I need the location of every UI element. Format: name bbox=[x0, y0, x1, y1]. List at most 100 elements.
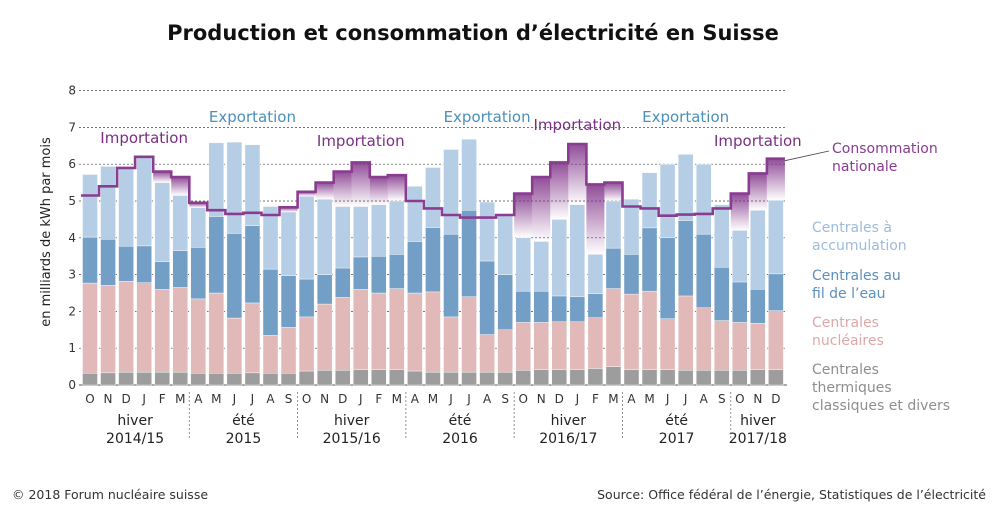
bar-segment-nuclear bbox=[425, 291, 441, 373]
bar-segment-nuclear bbox=[641, 290, 658, 370]
bar-segment-thermal bbox=[208, 373, 225, 386]
bar-segment-nuclear bbox=[677, 295, 694, 371]
bar-segment-storage bbox=[623, 198, 640, 255]
legend-label-storage: Centrales à bbox=[812, 220, 892, 236]
bar-segment-nuclear bbox=[100, 285, 116, 374]
bar-segment-storage bbox=[714, 204, 730, 268]
bar-segment-runofriver bbox=[515, 290, 531, 323]
bar-segment-nuclear bbox=[335, 297, 351, 371]
legend-label-consumption: nationale bbox=[832, 159, 897, 175]
bar-segment-nuclear bbox=[190, 298, 207, 374]
bar-segment-nuclear bbox=[479, 334, 495, 373]
bar-segment-nuclear bbox=[262, 335, 279, 374]
annotations-layer: Exportation Exportation ExportationImporta… bbox=[100, 108, 801, 150]
import-fill-segment bbox=[604, 182, 623, 201]
bar-segment-storage bbox=[136, 157, 152, 247]
month-label: J bbox=[683, 392, 688, 406]
month-label: M bbox=[644, 392, 654, 406]
month-label: F bbox=[592, 392, 599, 406]
bar-segment-storage bbox=[750, 209, 766, 290]
bar-segment-nuclear bbox=[587, 317, 604, 369]
import-fill-segment bbox=[279, 207, 298, 213]
import-annotation: Importation bbox=[317, 132, 405, 150]
y-tick-label: 6 bbox=[68, 157, 76, 171]
bar-segment-runofriver bbox=[353, 256, 369, 290]
season-label: été bbox=[232, 413, 255, 429]
month-label: D bbox=[338, 392, 347, 406]
y-tick-label: 3 bbox=[68, 268, 76, 282]
season-year-label: 2016/17 bbox=[539, 431, 597, 447]
bar-segment-nuclear bbox=[750, 322, 766, 370]
bar-segment-runofriver bbox=[732, 281, 748, 323]
legend-label-nuclear: Centrales bbox=[812, 315, 879, 331]
season-year-label: 2017 bbox=[659, 431, 695, 447]
bar-segment-runofriver bbox=[407, 241, 423, 294]
bar-segment-thermal bbox=[262, 373, 279, 386]
month-label: O bbox=[85, 392, 94, 406]
bar-segment-nuclear bbox=[244, 302, 261, 374]
bar-segment-thermal bbox=[316, 370, 333, 386]
bar-segment-runofriver bbox=[768, 273, 784, 311]
bar-segment-nuclear bbox=[136, 282, 152, 373]
month-label: N bbox=[320, 392, 329, 406]
import-annotation: Importation bbox=[714, 132, 802, 150]
bar-segment-runofriver bbox=[533, 290, 549, 323]
bar-segment-thermal bbox=[605, 366, 622, 386]
bar-segment-storage bbox=[732, 230, 748, 283]
bar-segment-runofriver bbox=[623, 254, 640, 295]
bar-segment-thermal bbox=[118, 371, 134, 386]
bar-segment-runofriver bbox=[208, 216, 225, 294]
bar-segment-runofriver bbox=[262, 268, 279, 336]
month-label: F bbox=[159, 392, 166, 406]
bar-segment-thermal bbox=[244, 372, 261, 386]
month-label: S bbox=[501, 392, 509, 406]
bar-segment-runofriver bbox=[551, 295, 567, 322]
month-label: M bbox=[175, 392, 185, 406]
bar-segment-thermal bbox=[677, 370, 694, 386]
month-label: J bbox=[466, 392, 471, 406]
bar-segment-nuclear bbox=[623, 293, 640, 370]
bar-segment-nuclear bbox=[389, 288, 405, 370]
legend-label-thermal: thermiques bbox=[812, 380, 892, 396]
legend: Consommation nationale Centrales à accumula… bbox=[784, 141, 950, 414]
bar-segment-nuclear bbox=[226, 317, 243, 374]
bar-segment-nuclear bbox=[605, 288, 622, 367]
y-tick-label: 2 bbox=[68, 304, 76, 318]
bar-segment-runofriver bbox=[172, 250, 188, 288]
bar-segment-nuclear bbox=[768, 310, 784, 370]
bar-segment-storage bbox=[641, 172, 658, 229]
y-axis-label: en milliards de kWh par mois bbox=[39, 137, 54, 327]
bar-segment-runofriver bbox=[371, 256, 387, 294]
bar-segment-nuclear bbox=[659, 318, 676, 370]
bar-segment-thermal bbox=[587, 368, 604, 386]
bar-segment-runofriver bbox=[497, 274, 513, 331]
month-label: O bbox=[518, 392, 527, 406]
bar-segment-storage bbox=[425, 167, 441, 228]
legend-label-storage: accumulation bbox=[812, 238, 907, 254]
bar-segment-storage bbox=[335, 206, 351, 269]
bar-segment-thermal bbox=[298, 370, 315, 386]
month-label: A bbox=[411, 392, 420, 406]
bar-segment-storage bbox=[172, 195, 188, 251]
month-label: A bbox=[266, 392, 275, 406]
bar-segment-thermal bbox=[443, 371, 459, 386]
legend-label-thermal: Centrales bbox=[812, 362, 879, 378]
bar-segment-nuclear bbox=[353, 289, 369, 370]
bar-segment-runofriver bbox=[154, 261, 170, 290]
bar-segment-runofriver bbox=[389, 254, 405, 289]
bar-segment-runofriver bbox=[425, 227, 441, 293]
month-label: D bbox=[555, 392, 564, 406]
bar-segment-runofriver bbox=[479, 260, 495, 335]
bar-segment-nuclear bbox=[551, 321, 567, 370]
import-annotation: Importation bbox=[533, 116, 621, 134]
bar-segment-thermal bbox=[389, 369, 405, 386]
bar-segment-runofriver bbox=[461, 209, 477, 297]
bars-layer bbox=[82, 138, 784, 386]
month-label: D bbox=[121, 392, 130, 406]
bar-segment-nuclear bbox=[461, 296, 477, 373]
month-label: A bbox=[627, 392, 636, 406]
bar-segment-storage bbox=[100, 166, 116, 240]
bar-segment-thermal bbox=[425, 371, 441, 386]
month-label: M bbox=[392, 392, 402, 406]
